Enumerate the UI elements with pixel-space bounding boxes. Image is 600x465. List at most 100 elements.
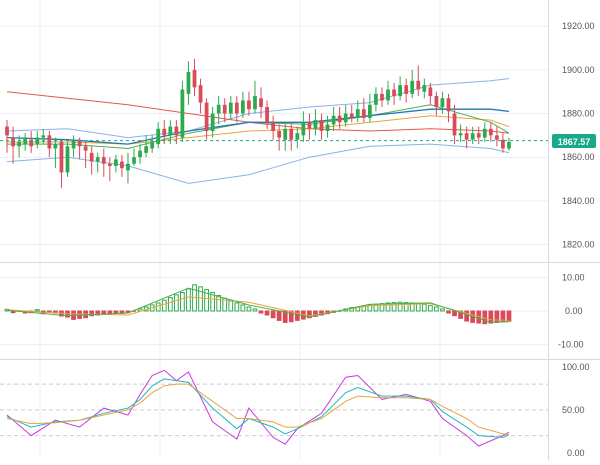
candle-body xyxy=(5,126,9,136)
candle-body xyxy=(277,131,282,138)
macd-histogram-bar xyxy=(173,294,179,312)
candle-body xyxy=(65,146,70,173)
candle-body xyxy=(17,141,21,147)
candle-body xyxy=(180,89,185,138)
candle-body xyxy=(476,133,481,138)
macd-histogram-bar xyxy=(452,310,457,317)
current-price-label: 1867.57 xyxy=(557,136,591,147)
candle-body xyxy=(434,96,439,107)
candle-body xyxy=(144,146,148,153)
macd-histogram-bar xyxy=(313,310,318,317)
macd-histogram-bar xyxy=(264,310,270,316)
candle-body xyxy=(204,102,209,131)
macd-histogram-bar xyxy=(167,297,173,312)
macd-histogram-bar xyxy=(246,306,252,312)
macd-histogram-bar xyxy=(34,309,40,312)
macd-histogram-bar xyxy=(161,299,167,312)
candle-body xyxy=(59,141,64,173)
candle-body xyxy=(83,146,88,151)
candle-body xyxy=(416,80,421,90)
macd-histogram-bar xyxy=(294,310,300,321)
candle-body xyxy=(428,87,433,97)
macd-tick-label: 10.00 xyxy=(562,272,585,282)
price-tick-label: 1860.00 xyxy=(562,152,595,162)
macd-tick-label: -10.00 xyxy=(558,340,584,350)
candle-body xyxy=(228,102,233,114)
macd-histogram-bar xyxy=(234,302,240,312)
candle-body xyxy=(192,69,197,88)
candle-body xyxy=(241,100,245,114)
candle-body xyxy=(53,144,58,149)
macd-histogram-bar xyxy=(506,310,512,322)
macd-histogram-bar xyxy=(95,310,101,316)
macd-histogram-bar xyxy=(415,303,421,312)
candle-body xyxy=(307,122,312,129)
macd-histogram-bar xyxy=(391,302,397,312)
stoch-tick-label: 100.00 xyxy=(562,362,590,372)
candle-body xyxy=(386,89,390,101)
candle-body xyxy=(295,133,300,140)
price-tick-label: 1820.00 xyxy=(562,240,595,250)
candle-body xyxy=(216,104,221,114)
macd-histogram-bar xyxy=(288,310,294,323)
macd-histogram-bar xyxy=(397,301,403,312)
candle-body xyxy=(222,104,227,114)
macd-histogram-bar xyxy=(204,289,209,312)
macd-line xyxy=(6,287,510,323)
macd-histogram-bar xyxy=(240,304,246,312)
candle-body xyxy=(337,115,342,123)
candle-body xyxy=(132,157,136,164)
stoch-tick-label: 50.00 xyxy=(562,405,585,415)
moving-average-green-line xyxy=(7,104,510,150)
macd-histogram-bar xyxy=(427,305,433,312)
candle-body xyxy=(89,152,94,162)
macd-histogram-bar xyxy=(458,310,463,319)
macd-histogram-bar xyxy=(464,310,470,322)
price-tick-label: 1840.00 xyxy=(562,196,595,206)
candle-body xyxy=(331,115,336,125)
candle-body xyxy=(259,98,263,107)
candle-body xyxy=(349,113,354,118)
candle-body xyxy=(392,89,396,97)
candle-body xyxy=(71,139,76,149)
candle-body xyxy=(247,100,251,110)
macd-histogram-bar xyxy=(101,310,107,315)
price-tick-label: 1920.00 xyxy=(562,21,595,31)
macd-histogram-bar xyxy=(132,310,136,312)
stochastic-line-1 xyxy=(6,369,510,447)
candle-body xyxy=(168,126,173,136)
candle-body xyxy=(458,133,463,136)
candle-body xyxy=(301,122,306,136)
bollinger-upper-line xyxy=(6,78,510,139)
candle-body xyxy=(198,85,203,103)
candle-body xyxy=(126,163,130,171)
candle-body xyxy=(114,159,118,166)
candle-body xyxy=(325,124,330,131)
candle-body xyxy=(289,128,294,140)
macd-histogram-bar xyxy=(258,310,264,314)
candle-body xyxy=(380,93,384,101)
macd-histogram-bar xyxy=(113,310,119,314)
macd-histogram-bar xyxy=(385,302,391,312)
stochastic-line-2 xyxy=(6,378,510,438)
macd-histogram-bar xyxy=(403,302,409,312)
candle-body xyxy=(265,106,269,123)
candle-body xyxy=(343,113,348,123)
candle-body xyxy=(404,85,409,94)
candle-body xyxy=(410,80,415,94)
macd-histogram-bar xyxy=(270,310,276,319)
macd-histogram-bar xyxy=(228,300,234,312)
stoch-tick-label: 0.00 xyxy=(567,448,585,458)
candle-body xyxy=(41,135,46,138)
candle-body xyxy=(120,161,124,169)
macd-histogram-bar xyxy=(276,310,282,321)
bollinger-lower-line xyxy=(6,143,510,184)
macd-histogram-bar xyxy=(307,310,312,319)
candle-body xyxy=(488,128,493,136)
macd-histogram-bar xyxy=(434,306,439,312)
candle-body xyxy=(11,137,15,147)
candle-body xyxy=(77,139,82,147)
candle-body xyxy=(355,109,360,118)
candle-body xyxy=(495,135,499,140)
